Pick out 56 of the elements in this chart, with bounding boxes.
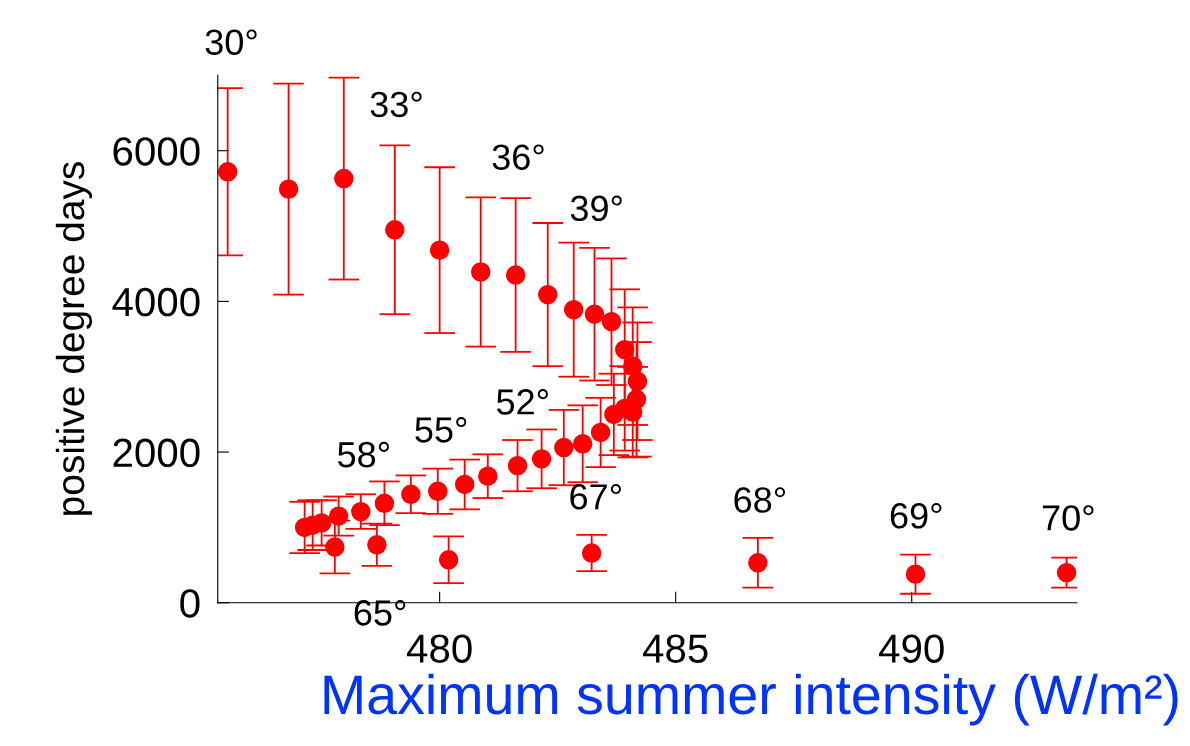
- point: [374, 493, 395, 514]
- annotation: 52°: [496, 389, 548, 415]
- point: [554, 437, 574, 458]
- point: [385, 220, 405, 240]
- point: [531, 449, 552, 469]
- point: [429, 240, 450, 260]
- point: [584, 304, 605, 324]
- x-tick-label: 480: [406, 634, 472, 663]
- point: [590, 422, 611, 443]
- point: [627, 371, 648, 391]
- point: [351, 501, 371, 522]
- annotation: 36°: [492, 144, 544, 170]
- point: [478, 466, 498, 486]
- annotation: 55°: [415, 417, 467, 443]
- point: [328, 506, 349, 526]
- point: [601, 312, 622, 332]
- point: [401, 484, 421, 504]
- annotation: 65°: [354, 600, 406, 626]
- point: [563, 299, 584, 320]
- annotation: 67°: [570, 484, 621, 510]
- point: [538, 284, 558, 305]
- point: [428, 481, 448, 501]
- point: [1056, 562, 1077, 583]
- point: [217, 162, 238, 182]
- y-tick-label: 6000: [113, 137, 200, 166]
- point: [438, 550, 459, 570]
- y-tick-label: 0: [180, 589, 200, 618]
- point: [905, 564, 926, 584]
- point: [623, 356, 643, 376]
- point: [454, 474, 475, 495]
- annotation: 69°: [890, 503, 942, 529]
- point: [604, 404, 624, 425]
- point: [505, 265, 526, 285]
- annotation: 39°: [570, 195, 622, 222]
- annotation: 33°: [370, 91, 422, 118]
- y-axis-title: positive degree days: [55, 162, 93, 515]
- point: [748, 553, 768, 573]
- point: [572, 434, 593, 454]
- point: [278, 179, 299, 199]
- annotation: 58°: [337, 441, 389, 468]
- point: [325, 537, 345, 557]
- point: [507, 455, 528, 476]
- text: 30°: [205, 29, 257, 55]
- annotation: 68°: [734, 487, 786, 513]
- point: [470, 262, 491, 282]
- y-tick-label: 2000: [113, 438, 200, 468]
- point: [614, 339, 635, 360]
- y-tick-label: 4000: [112, 287, 200, 317]
- point: [367, 535, 387, 555]
- x-tick-label: 490: [879, 634, 944, 663]
- x-tick-label: 485: [643, 634, 708, 663]
- x-axis-title: Maximum summer intensity (W/m²): [324, 673, 1178, 726]
- point: [581, 543, 602, 563]
- point: [294, 517, 315, 538]
- point: [334, 168, 354, 189]
- annotation: 70°: [1042, 505, 1094, 531]
